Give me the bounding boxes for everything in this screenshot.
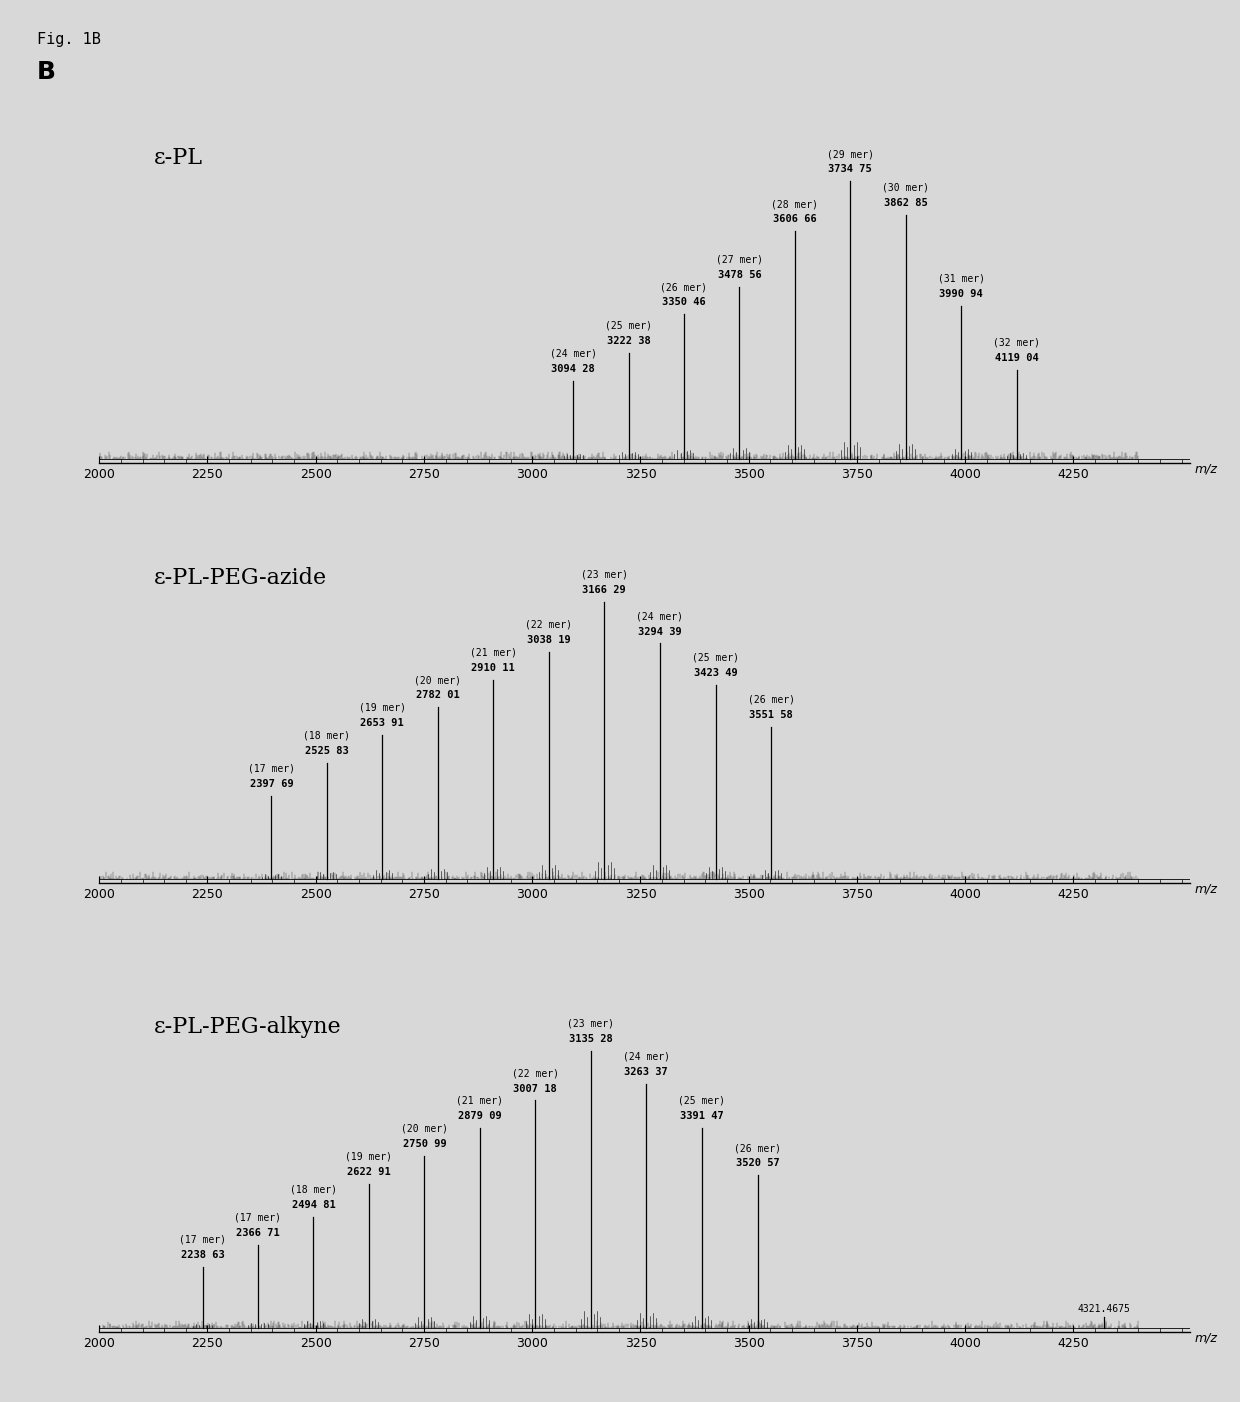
Text: m/z: m/z — [1194, 883, 1218, 896]
Text: (25 mer): (25 mer) — [605, 321, 652, 331]
Text: (31 mer): (31 mer) — [937, 273, 985, 283]
Text: 3038 19: 3038 19 — [527, 635, 570, 645]
Text: 3423 49: 3423 49 — [693, 669, 738, 679]
Text: 2879 09: 2879 09 — [458, 1112, 502, 1122]
Text: ε-PL-PEG-azide: ε-PL-PEG-azide — [154, 568, 327, 589]
Text: (17 mer): (17 mer) — [179, 1235, 226, 1245]
Text: (23 mer): (23 mer) — [567, 1018, 614, 1028]
Text: (17 mer): (17 mer) — [248, 764, 295, 774]
Text: (24 mer): (24 mer) — [622, 1052, 670, 1061]
Text: (27 mer): (27 mer) — [715, 254, 763, 265]
Text: B: B — [37, 60, 56, 84]
Text: (22 mer): (22 mer) — [526, 620, 572, 629]
Text: (18 mer): (18 mer) — [290, 1185, 337, 1195]
Text: 3350 46: 3350 46 — [662, 297, 706, 307]
Text: 3862 85: 3862 85 — [884, 198, 928, 207]
Text: 3734 75: 3734 75 — [828, 164, 872, 174]
Text: 3222 38: 3222 38 — [606, 336, 651, 346]
Text: 3263 37: 3263 37 — [625, 1067, 668, 1077]
Text: 2494 81: 2494 81 — [291, 1200, 335, 1210]
Text: 3520 57: 3520 57 — [735, 1158, 780, 1168]
Text: 3294 39: 3294 39 — [637, 627, 682, 637]
Text: 4321.4675: 4321.4675 — [1078, 1304, 1131, 1314]
Text: (18 mer): (18 mer) — [304, 730, 351, 740]
Text: 2782 01: 2782 01 — [415, 690, 460, 701]
Text: (19 mer): (19 mer) — [358, 702, 405, 712]
Text: (17 mer): (17 mer) — [234, 1213, 281, 1223]
Text: 3606 66: 3606 66 — [773, 215, 817, 224]
Text: (21 mer): (21 mer) — [456, 1096, 503, 1106]
Text: (26 mer): (26 mer) — [748, 694, 795, 704]
Text: 3007 18: 3007 18 — [513, 1084, 557, 1094]
Text: 2622 91: 2622 91 — [347, 1166, 391, 1176]
Text: 3391 47: 3391 47 — [680, 1112, 724, 1122]
Text: 3990 94: 3990 94 — [940, 289, 983, 299]
Text: (19 mer): (19 mer) — [346, 1151, 392, 1161]
Text: ε-PL: ε-PL — [154, 147, 203, 168]
Text: (32 mer): (32 mer) — [993, 338, 1040, 348]
Text: 2397 69: 2397 69 — [249, 780, 294, 789]
Text: (23 mer): (23 mer) — [580, 569, 627, 579]
Text: (26 mer): (26 mer) — [661, 282, 708, 292]
Text: (24 mer): (24 mer) — [636, 611, 683, 621]
Text: 3135 28: 3135 28 — [569, 1033, 613, 1043]
Text: (22 mer): (22 mer) — [512, 1068, 559, 1078]
Text: m/z: m/z — [1194, 463, 1218, 475]
Text: (28 mer): (28 mer) — [771, 199, 818, 209]
Text: 2750 99: 2750 99 — [403, 1138, 446, 1150]
Text: 3094 28: 3094 28 — [551, 365, 595, 374]
Text: (21 mer): (21 mer) — [470, 648, 517, 658]
Text: (20 mer): (20 mer) — [401, 1123, 448, 1134]
Text: (25 mer): (25 mer) — [692, 653, 739, 663]
Text: (20 mer): (20 mer) — [414, 674, 461, 686]
Text: 3551 58: 3551 58 — [749, 709, 792, 719]
Text: (29 mer): (29 mer) — [827, 149, 874, 158]
Text: 2366 71: 2366 71 — [236, 1228, 280, 1238]
Text: (30 mer): (30 mer) — [883, 182, 929, 192]
Text: 2653 91: 2653 91 — [361, 718, 404, 728]
Text: (26 mer): (26 mer) — [734, 1143, 781, 1152]
Text: m/z: m/z — [1194, 1332, 1218, 1345]
Text: 2525 83: 2525 83 — [305, 746, 348, 756]
Text: ε-PL-PEG-alkyne: ε-PL-PEG-alkyne — [154, 1016, 341, 1037]
Text: Fig. 1B: Fig. 1B — [37, 32, 102, 48]
Text: 3166 29: 3166 29 — [583, 585, 626, 594]
Text: 3478 56: 3478 56 — [718, 269, 761, 280]
Text: 2910 11: 2910 11 — [471, 663, 515, 673]
Text: (24 mer): (24 mer) — [549, 349, 596, 359]
Text: 4119 04: 4119 04 — [994, 353, 1039, 363]
Text: 2238 63: 2238 63 — [181, 1249, 224, 1260]
Text: (25 mer): (25 mer) — [678, 1096, 725, 1106]
